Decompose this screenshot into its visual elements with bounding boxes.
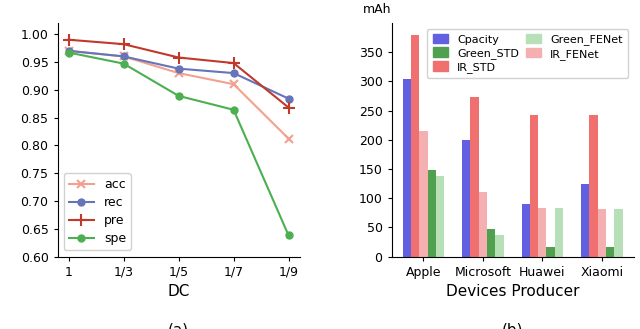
Bar — [547, 247, 555, 257]
Line: pre: pre — [63, 34, 294, 113]
acc — [175, 71, 182, 75]
pre — [175, 56, 182, 60]
Bar — [614, 209, 623, 257]
acc — [120, 54, 127, 58]
rec — [230, 71, 237, 75]
pre — [285, 106, 292, 110]
X-axis label: Devices Producer: Devices Producer — [446, 284, 579, 299]
spe — [65, 51, 72, 55]
spe — [285, 234, 292, 238]
Bar — [495, 235, 504, 257]
Bar — [428, 170, 436, 257]
rec — [65, 49, 72, 53]
Bar — [581, 184, 589, 257]
Bar — [487, 229, 495, 257]
Bar — [403, 79, 411, 257]
Line: rec: rec — [65, 47, 292, 102]
acc — [65, 49, 72, 53]
Bar — [462, 140, 470, 257]
spe — [120, 62, 127, 65]
rec — [120, 54, 127, 58]
rec — [175, 67, 182, 71]
spe — [230, 108, 237, 112]
Line: spe: spe — [65, 49, 292, 239]
Bar — [538, 208, 547, 257]
Bar — [522, 204, 530, 257]
Text: (a): (a) — [168, 322, 189, 329]
pre — [65, 38, 72, 42]
X-axis label: DC: DC — [168, 284, 190, 299]
Bar — [606, 247, 614, 257]
Legend: acc, rec, pre, spe: acc, rec, pre, spe — [64, 173, 131, 250]
Text: mAh: mAh — [362, 3, 391, 16]
spe — [175, 94, 182, 98]
Bar — [598, 209, 606, 257]
Line: acc: acc — [65, 47, 292, 143]
pre — [120, 42, 127, 46]
Bar — [470, 97, 479, 257]
Bar — [479, 192, 487, 257]
Bar — [411, 35, 419, 257]
pre — [230, 61, 237, 65]
rec — [285, 97, 292, 101]
acc — [230, 82, 237, 86]
Bar — [530, 115, 538, 257]
Legend: Cpacity, Green_STD, IR_STD, Green_FENet, IR_FENet: Cpacity, Green_STD, IR_STD, Green_FENet,… — [427, 29, 628, 78]
Bar — [419, 131, 428, 257]
Bar — [589, 115, 598, 257]
Bar — [555, 208, 563, 257]
Bar — [436, 176, 444, 257]
Text: (b): (b) — [502, 322, 524, 329]
acc — [285, 137, 292, 141]
